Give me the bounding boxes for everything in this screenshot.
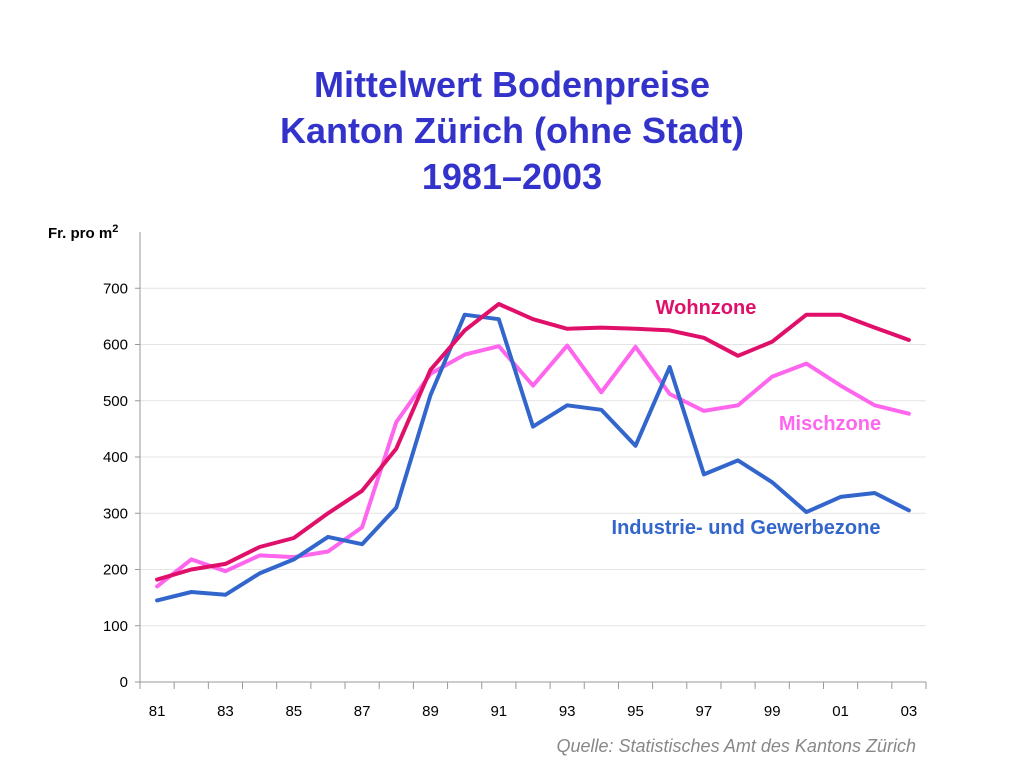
x-tick-label-91: 91: [490, 703, 507, 720]
tick-labels: 0 100 200 300 400 500 600 700 81 83 85 87 89 91 93 95 97…: [103, 280, 917, 720]
axes: [135, 232, 927, 689]
y-tick-label-0: 0: [120, 674, 128, 691]
series-labels: Wohnzone Mischzone Industrie- und Gewerbez…: [612, 297, 882, 539]
chart-title: Mittelwert Bodenpreise Kanton Zürich (oh…: [0, 62, 1024, 200]
x-tick-label-85: 85: [285, 703, 302, 720]
x-tick-label-01: 01: [832, 703, 849, 720]
y-tick-label-100: 100: [103, 618, 128, 635]
series-line-wohnzone: [155, 302, 911, 582]
x-tick-label-81: 81: [149, 703, 166, 720]
y-axis-label: Fr. pro m2: [48, 223, 118, 242]
series-line-industrie-und-gewerbezone: [155, 312, 911, 603]
y-tick-label-500: 500: [103, 393, 128, 410]
y-tick-label-400: 400: [103, 449, 128, 466]
x-tick-label-95: 95: [627, 703, 644, 720]
x-tick-label-99: 99: [764, 703, 781, 720]
y-tick-label-300: 300: [103, 505, 128, 522]
series-lines: [155, 302, 911, 603]
source-note: Quelle: Statistisches Amt des Kantons Zü…: [556, 736, 917, 756]
y-tick-label-700: 700: [103, 280, 128, 297]
series-line-mischzone: [155, 343, 911, 589]
x-tick-label-03: 03: [901, 703, 918, 720]
x-tick-label-97: 97: [696, 703, 713, 720]
x-tick-label-93: 93: [559, 703, 576, 720]
y-axis-label-superscript: 2: [112, 223, 118, 235]
x-tick-label-89: 89: [422, 703, 439, 720]
series-label-wohnzone: Wohnzone: [656, 297, 757, 319]
y-tick-label-200: 200: [103, 562, 128, 579]
title-line-2: Kanton Zürich (ohne Stadt): [280, 110, 744, 151]
x-tick-label-83: 83: [217, 703, 234, 720]
title-line-3: 1981–2003: [421, 156, 603, 197]
y-axis-label-text: Fr. pro m: [48, 225, 112, 242]
title-line-1: Mittelwert Bodenpreise: [313, 64, 711, 105]
y-tick-label-600: 600: [103, 337, 128, 354]
series-label-mischzone: Mischzone: [779, 413, 881, 435]
series-label-industrie-und-gewerbezone: Industrie- und Gewerbezone: [612, 517, 881, 539]
x-tick-label-87: 87: [354, 703, 371, 720]
